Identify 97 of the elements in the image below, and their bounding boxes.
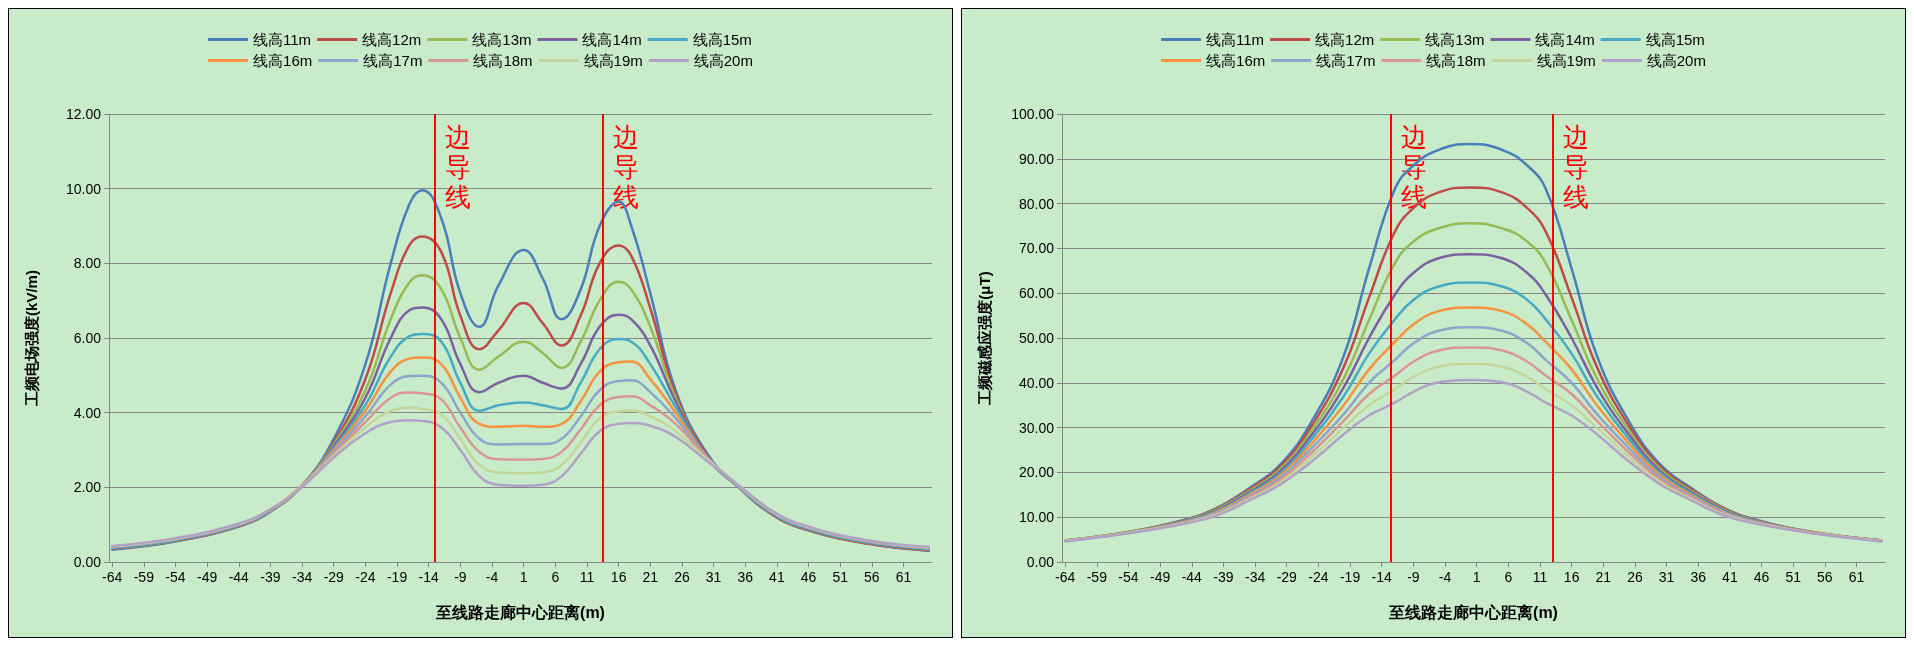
y-tick-label: 4.00 — [73, 404, 102, 421]
legend-label: 线高17m — [1316, 52, 1376, 69]
ref-line-label: 边导线 — [1562, 122, 1589, 212]
x-tick-label: 26 — [1627, 569, 1643, 585]
legend-label: 线高11m — [253, 31, 312, 48]
x-axis-title: 至线路走廊中心距离(m) — [435, 602, 605, 621]
x-tick-label: 21 — [642, 569, 659, 585]
legend-label: 线高11m — [1206, 31, 1265, 48]
legend-label: 线高20m — [1646, 52, 1706, 69]
x-tick-label: -24 — [355, 569, 376, 585]
x-tick-label: 56 — [1817, 569, 1833, 585]
x-tick-label: -9 — [1407, 569, 1420, 585]
x-tick-label: -14 — [418, 569, 440, 585]
x-tick-label: 61 — [895, 569, 912, 585]
x-tick-label: 31 — [1658, 569, 1675, 585]
legend-label: 线高19m — [1536, 52, 1596, 69]
x-tick-label: 6 — [1504, 569, 1513, 585]
x-tick-label: -19 — [386, 569, 408, 585]
x-tick-label: -64 — [102, 569, 123, 585]
x-tick-label: -49 — [197, 569, 218, 585]
x-tick-label: -59 — [1086, 569, 1108, 585]
y-tick-label: 8.00 — [73, 255, 102, 272]
x-tick-label: 41 — [1722, 569, 1738, 585]
x-tick-label: 6 — [551, 569, 560, 585]
x-tick-label: 16 — [1563, 569, 1580, 585]
y-tick-label: 0.00 — [73, 554, 102, 570]
x-tick-label: 36 — [1690, 569, 1707, 585]
x-tick-label: 11 — [579, 569, 595, 585]
legend-label: 线高14m — [1535, 31, 1595, 48]
legend-label: 线高18m — [1426, 52, 1486, 69]
x-tick-label: 61 — [1848, 569, 1865, 585]
x-tick-label: 11 — [1532, 569, 1548, 585]
x-tick-label: -19 — [1339, 569, 1361, 585]
x-tick-label: -59 — [133, 569, 155, 585]
x-tick-label: -14 — [1371, 569, 1393, 585]
y-tick-label: 20.00 — [1018, 464, 1055, 481]
x-tick-label: 46 — [800, 569, 817, 585]
x-tick-label: 56 — [864, 569, 880, 585]
y-axis-title: 工频电场强度(kV/m) — [23, 270, 40, 407]
y-tick-label: 6.00 — [73, 330, 102, 346]
x-tick-label: -4 — [485, 569, 499, 585]
x-tick-label: -9 — [454, 569, 467, 585]
legend-label: 线高14m — [582, 31, 642, 48]
x-tick-label: -34 — [1244, 569, 1266, 585]
y-tick-label: 90.00 — [1018, 150, 1055, 167]
y-tick-label: 70.00 — [1018, 240, 1055, 257]
x-tick-label: 26 — [674, 569, 690, 585]
x-axis-title: 至线路走廊中心距离(m) — [1388, 602, 1558, 621]
y-tick-label: 30.00 — [1018, 419, 1055, 436]
y-tick-label: 60.00 — [1018, 285, 1055, 302]
legend-label: 线高20m — [693, 52, 753, 69]
x-tick-label: 1 — [1472, 569, 1481, 585]
x-tick-label: -4 — [1438, 569, 1452, 585]
legend-label: 线高16m — [253, 52, 313, 69]
legend-label: 线高15m — [692, 31, 752, 48]
x-tick-label: 36 — [737, 569, 754, 585]
x-tick-label: -44 — [228, 569, 250, 585]
x-tick-label: 16 — [610, 569, 627, 585]
x-tick-label: -39 — [1213, 569, 1234, 585]
ref-line-label: 边导线 — [445, 122, 472, 212]
x-tick-label: 31 — [705, 569, 722, 585]
x-tick-label: 46 — [1753, 569, 1770, 585]
legend-label: 线高13m — [1425, 31, 1485, 48]
x-tick-label: -64 — [1055, 569, 1076, 585]
x-tick-label: -39 — [260, 569, 281, 585]
legend-label: 线高13m — [472, 31, 532, 48]
ref-line-label: 边导线 — [612, 122, 639, 212]
x-tick-label: -54 — [165, 569, 186, 585]
x-tick-label: -29 — [1276, 569, 1298, 585]
y-tick-label: 40.00 — [1018, 374, 1055, 391]
x-tick-label: 21 — [1595, 569, 1612, 585]
legend-label: 线高17m — [363, 52, 423, 69]
y-tick-label: 10.00 — [65, 180, 102, 197]
legend-label: 线高18m — [473, 52, 533, 69]
legend-label: 线高12m — [1315, 31, 1375, 48]
x-tick-label: -34 — [291, 569, 313, 585]
x-tick-label: -24 — [1308, 569, 1329, 585]
y-tick-label: 100.00 — [1011, 106, 1055, 122]
y-tick-label: 12.00 — [65, 106, 102, 122]
legend-label: 线高15m — [1645, 31, 1705, 48]
x-tick-label: 51 — [1785, 569, 1802, 585]
legend-label: 线高19m — [583, 52, 643, 69]
x-tick-label: 1 — [519, 569, 528, 585]
legend-label: 线高16m — [1206, 52, 1266, 69]
x-tick-label: 41 — [769, 569, 785, 585]
x-tick-label: 51 — [832, 569, 849, 585]
y-tick-label: 50.00 — [1018, 330, 1055, 346]
legend-label: 线高12m — [362, 31, 422, 48]
x-tick-label: -44 — [1181, 569, 1203, 585]
y-tick-label: 10.00 — [1018, 509, 1055, 526]
y-tick-label: 80.00 — [1018, 195, 1055, 212]
x-tick-label: -29 — [323, 569, 345, 585]
x-tick-label: -54 — [1118, 569, 1139, 585]
y-tick-label: 0.00 — [1026, 554, 1055, 570]
y-axis-title: 工频磁感应强度(μT) — [976, 271, 993, 406]
y-tick-label: 2.00 — [73, 479, 102, 496]
x-tick-label: -49 — [1150, 569, 1171, 585]
